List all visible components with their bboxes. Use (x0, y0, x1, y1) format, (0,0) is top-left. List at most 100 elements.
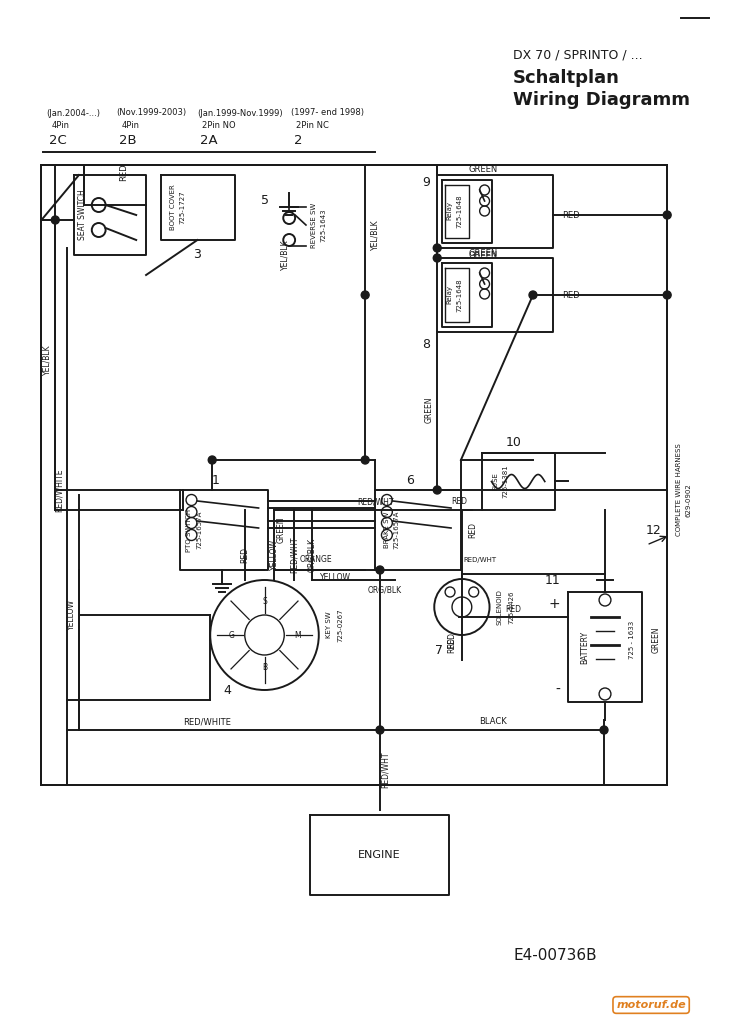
Text: GREEN: GREEN (425, 397, 434, 423)
Text: M: M (294, 630, 300, 640)
Text: B: B (262, 663, 267, 673)
Text: RED/WHT: RED/WHT (289, 537, 299, 574)
Text: (1997- end 1998): (1997- end 1998) (291, 108, 364, 117)
Text: YEL/BLK: YEL/BLK (280, 240, 290, 270)
Text: G: G (229, 630, 235, 640)
Text: RED/WHITE: RED/WHITE (54, 469, 64, 512)
Text: YELLOW: YELLOW (270, 540, 279, 571)
Text: 2A: 2A (200, 135, 218, 147)
Text: BRAKE SW: BRAKE SW (384, 512, 390, 548)
Text: 725-1648: 725-1648 (456, 278, 462, 312)
Text: RED/WHITE: RED/WHITE (183, 718, 231, 726)
Circle shape (600, 726, 608, 734)
Text: RED: RED (119, 163, 128, 181)
Text: YELLOW: YELLOW (320, 574, 351, 583)
Text: (Jan.1999-Nov.1999): (Jan.1999-Nov.1999) (197, 108, 283, 117)
Text: RED: RED (447, 632, 456, 648)
Text: (Nov.1999-2003): (Nov.1999-2003) (116, 108, 187, 117)
Text: GREEN: GREEN (469, 166, 498, 174)
Text: KEY SW: KEY SW (325, 612, 332, 639)
Text: (Jan.2004-...): (Jan.2004-...) (46, 108, 100, 117)
Text: RED: RED (505, 605, 521, 614)
Text: 4Pin: 4Pin (121, 122, 139, 131)
Text: 10: 10 (506, 437, 521, 449)
Circle shape (529, 291, 537, 299)
Text: GREEN: GREEN (469, 250, 498, 260)
Text: E4-00736B: E4-00736B (513, 948, 597, 962)
Text: RED/WHT: RED/WHT (464, 557, 497, 563)
Circle shape (434, 486, 441, 494)
Text: BOOT COVER: BOOT COVER (170, 184, 176, 230)
Text: 2: 2 (294, 135, 302, 147)
Text: 3: 3 (194, 248, 202, 262)
Text: 725 - 1633: 725 - 1633 (629, 621, 634, 659)
Text: ENGINE: ENGINE (358, 850, 400, 860)
Text: ORANGE: ORANGE (300, 555, 332, 564)
Circle shape (52, 216, 59, 224)
Text: 2Pin NC: 2Pin NC (296, 122, 329, 131)
Text: 1: 1 (211, 474, 219, 486)
Text: 4Pin: 4Pin (52, 122, 69, 131)
Text: RED: RED (562, 290, 580, 300)
Text: 2C: 2C (49, 135, 67, 147)
Text: 725-1426: 725-1426 (509, 590, 514, 624)
Text: 725-1727: 725-1727 (180, 191, 185, 224)
Text: 6: 6 (406, 474, 414, 486)
Text: -: - (556, 683, 561, 697)
Text: BLACK: BLACK (480, 718, 507, 726)
Text: RED: RED (447, 637, 456, 653)
Text: 7: 7 (435, 644, 443, 656)
Text: 5: 5 (261, 194, 269, 206)
Text: COMPLETE WIRE HARNESS: COMPLETE WIRE HARNESS (676, 444, 682, 537)
Text: DX 70 / SPRINTO / ...: DX 70 / SPRINTO / ... (513, 48, 643, 62)
Text: 11: 11 (545, 574, 561, 586)
Text: SOLENOID: SOLENOID (496, 589, 503, 625)
Text: SEAT SWITCH: SEAT SWITCH (79, 190, 88, 240)
Circle shape (376, 566, 384, 574)
Text: 2B: 2B (119, 135, 137, 147)
Text: 725-1643: 725-1643 (321, 208, 327, 242)
Circle shape (208, 456, 216, 464)
Text: GREEN: GREEN (277, 517, 286, 543)
Text: 9: 9 (422, 176, 431, 190)
Text: 8: 8 (422, 339, 431, 351)
Text: YEL/BLK: YEL/BLK (370, 219, 380, 250)
Text: 725-1381: 725-1381 (503, 465, 509, 497)
Text: RED: RED (240, 547, 250, 563)
Text: 12: 12 (645, 523, 661, 537)
Text: motoruf.de: motoruf.de (616, 1000, 686, 1010)
Text: Relay: Relay (446, 285, 452, 305)
Text: 725-1657A: 725-1657A (197, 511, 202, 549)
Text: ORG/BLK: ORG/BLK (308, 538, 316, 572)
Text: 2Pin NO: 2Pin NO (202, 122, 236, 131)
Circle shape (434, 244, 441, 252)
Text: RED/WHT: RED/WHT (381, 752, 389, 788)
Text: BATTERY: BATTERY (580, 630, 589, 663)
Text: GREEN: GREEN (652, 626, 661, 653)
Circle shape (663, 211, 671, 219)
Text: RED: RED (451, 497, 467, 507)
Text: 725-1657A: 725-1657A (394, 511, 400, 549)
Text: 4: 4 (223, 684, 231, 696)
Text: REVERSE SW: REVERSE SW (311, 202, 317, 247)
Text: GREEN: GREEN (469, 248, 498, 258)
Text: RED: RED (468, 522, 477, 538)
Text: PTO SWITCH: PTO SWITCH (186, 509, 193, 551)
Text: 725-1648: 725-1648 (456, 195, 462, 228)
Text: Wiring Diagramm: Wiring Diagramm (513, 91, 690, 109)
Text: RED: RED (562, 210, 580, 219)
Text: ORG/BLK: ORG/BLK (368, 585, 402, 594)
Text: Relay: Relay (446, 202, 452, 220)
Text: Schaltplan: Schaltplan (513, 69, 620, 87)
Text: S: S (262, 597, 267, 607)
Circle shape (361, 456, 369, 464)
Text: +: + (549, 597, 561, 611)
Text: YEL/BLK: YEL/BLK (43, 345, 52, 375)
Circle shape (361, 291, 369, 299)
Text: RED/WHT: RED/WHT (357, 497, 393, 507)
Circle shape (663, 291, 671, 299)
Circle shape (376, 726, 384, 734)
Text: 629-0902: 629-0902 (686, 483, 692, 517)
Text: 725-0267: 725-0267 (338, 608, 344, 642)
Circle shape (434, 254, 441, 262)
